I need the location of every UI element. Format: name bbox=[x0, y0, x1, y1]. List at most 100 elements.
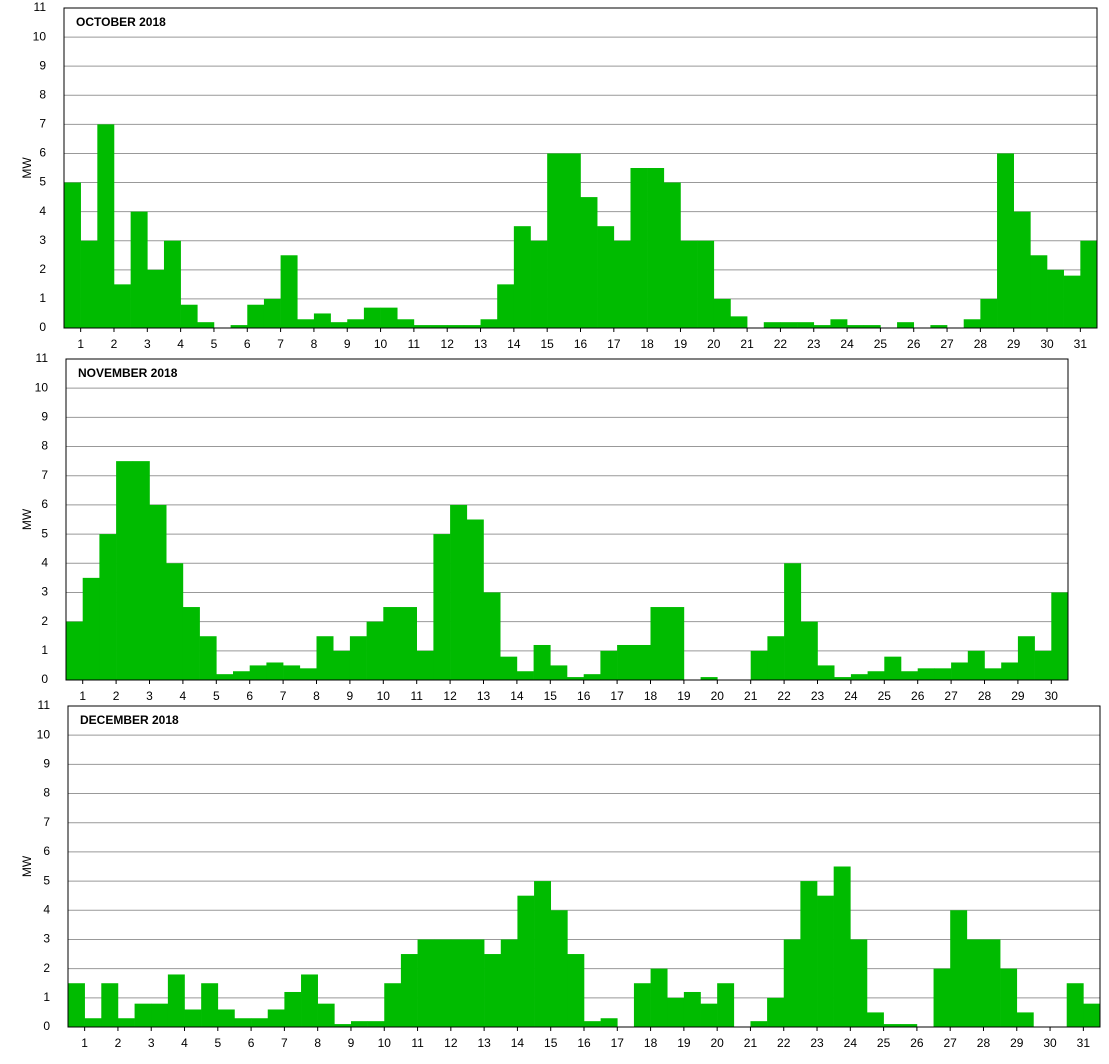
x-tick-label: 14 bbox=[511, 1036, 525, 1050]
bar bbox=[400, 607, 417, 680]
bar bbox=[483, 592, 501, 680]
y-tick-label: 10 bbox=[37, 727, 51, 741]
x-tick-label: 2 bbox=[113, 689, 120, 703]
x-tick-label: 16 bbox=[577, 689, 591, 703]
x-tick-label: 15 bbox=[544, 689, 558, 703]
bar bbox=[251, 1018, 269, 1027]
y-tick-label: 6 bbox=[43, 844, 50, 858]
y-tick-label: 2 bbox=[39, 262, 46, 276]
bar bbox=[1066, 983, 1084, 1027]
bar bbox=[950, 910, 968, 1027]
x-tick-label: 19 bbox=[677, 689, 691, 703]
x-tick-label: 3 bbox=[144, 337, 151, 351]
y-tick-label: 1 bbox=[39, 291, 46, 305]
bar bbox=[99, 534, 117, 680]
x-tick-label: 9 bbox=[344, 337, 351, 351]
bar bbox=[933, 968, 951, 1027]
bar bbox=[1000, 968, 1018, 1027]
bar bbox=[347, 319, 365, 328]
bar bbox=[84, 1018, 102, 1027]
x-tick-label: 24 bbox=[844, 689, 858, 703]
x-tick-label: 12 bbox=[441, 337, 455, 351]
y-tick-label: 10 bbox=[35, 380, 49, 394]
bar bbox=[867, 671, 885, 680]
bar bbox=[563, 153, 581, 328]
bar bbox=[434, 939, 452, 1027]
bar bbox=[817, 665, 835, 680]
bar bbox=[101, 983, 119, 1027]
bar bbox=[647, 168, 665, 328]
y-tick-label: 7 bbox=[43, 815, 50, 829]
bar bbox=[597, 226, 615, 328]
x-tick-label: 17 bbox=[611, 1036, 625, 1050]
bar bbox=[917, 668, 935, 680]
bar bbox=[366, 621, 384, 680]
bar bbox=[1017, 636, 1035, 680]
bar bbox=[550, 910, 568, 1027]
bar bbox=[767, 997, 785, 1027]
bar bbox=[600, 650, 618, 680]
x-tick-label: 21 bbox=[744, 689, 758, 703]
panel-title: DECEMBER 2018 bbox=[80, 713, 179, 727]
y-tick-label: 5 bbox=[43, 873, 50, 887]
x-tick-label: 25 bbox=[878, 689, 892, 703]
x-tick-label: 8 bbox=[311, 337, 318, 351]
bar bbox=[833, 866, 851, 1027]
y-tick-label: 9 bbox=[43, 757, 50, 771]
bar bbox=[447, 325, 465, 328]
y-tick-label: 2 bbox=[41, 614, 48, 628]
x-tick-label: 10 bbox=[374, 337, 388, 351]
bar bbox=[930, 325, 948, 328]
bar bbox=[567, 954, 585, 1027]
bar bbox=[650, 968, 668, 1027]
bar bbox=[897, 322, 915, 328]
bar bbox=[680, 240, 698, 328]
bar bbox=[400, 954, 418, 1027]
x-tick-label: 4 bbox=[177, 337, 184, 351]
bar bbox=[580, 197, 598, 328]
bar bbox=[484, 954, 502, 1027]
y-tick-label: 6 bbox=[41, 497, 48, 511]
y-tick-label: 11 bbox=[38, 698, 51, 712]
y-tick-label: 5 bbox=[39, 175, 46, 189]
bar bbox=[550, 665, 568, 680]
bar bbox=[500, 939, 518, 1027]
x-tick-label: 10 bbox=[377, 689, 391, 703]
bar bbox=[233, 671, 250, 680]
bar bbox=[1063, 275, 1081, 328]
bar bbox=[147, 269, 165, 328]
x-tick-label: 13 bbox=[477, 1036, 491, 1050]
y-tick-label: 8 bbox=[41, 439, 48, 453]
y-tick-label: 1 bbox=[41, 643, 48, 657]
bar bbox=[1030, 255, 1048, 328]
x-tick-label: 19 bbox=[677, 1036, 691, 1050]
bar bbox=[780, 322, 798, 328]
x-tick-label: 12 bbox=[444, 1036, 458, 1050]
x-tick-label: 7 bbox=[280, 689, 287, 703]
y-tick-label: 2 bbox=[43, 961, 50, 975]
bar bbox=[297, 319, 315, 328]
x-tick-label: 22 bbox=[777, 1036, 791, 1050]
bar bbox=[1034, 650, 1052, 680]
bar bbox=[500, 656, 518, 680]
x-tick-label: 18 bbox=[644, 689, 658, 703]
x-tick-label: 8 bbox=[313, 689, 320, 703]
bar bbox=[513, 226, 531, 328]
x-tick-label: 23 bbox=[810, 1036, 824, 1050]
bar bbox=[113, 284, 131, 328]
bar bbox=[180, 304, 198, 328]
bar bbox=[416, 650, 434, 680]
bar bbox=[167, 974, 185, 1027]
y-tick-label: 0 bbox=[41, 672, 48, 686]
y-tick-label: 4 bbox=[43, 902, 50, 916]
bar bbox=[883, 1024, 901, 1027]
x-tick-label: 27 bbox=[940, 337, 954, 351]
bar bbox=[299, 668, 317, 680]
x-tick-label: 9 bbox=[347, 689, 354, 703]
y-tick-label: 5 bbox=[41, 526, 48, 540]
bar bbox=[363, 307, 381, 328]
x-tick-label: 14 bbox=[510, 689, 524, 703]
x-tick-label: 29 bbox=[1010, 1036, 1024, 1050]
bar bbox=[517, 895, 535, 1027]
bar bbox=[613, 240, 631, 328]
